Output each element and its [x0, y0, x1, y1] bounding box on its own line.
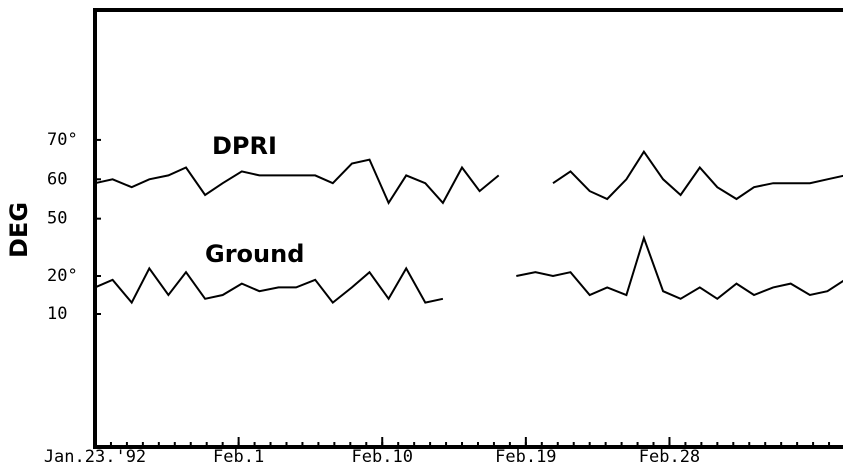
- series-line: [94, 234, 843, 305]
- series-line: [94, 149, 843, 206]
- y-tick-label: 70°: [47, 130, 78, 150]
- y-tick-label: 50: [47, 209, 67, 229]
- x-tick-label: Feb.1: [213, 447, 264, 462]
- x-tick-label: Feb.28: [639, 447, 700, 462]
- x-tick-label: Feb.19: [495, 447, 556, 462]
- x-tick-label: Jan.23,'92: [44, 447, 146, 462]
- x-tick-label: Feb.10: [352, 447, 413, 462]
- series-label: DPRI: [212, 132, 277, 160]
- y-axis-label: DEG: [5, 202, 33, 258]
- y-tick-label: 60: [47, 169, 67, 189]
- series-label: Ground: [205, 240, 304, 268]
- frame: [93, 8, 843, 447]
- y-tick-label: 20°: [47, 266, 78, 286]
- y-tick-label: 10: [47, 304, 67, 324]
